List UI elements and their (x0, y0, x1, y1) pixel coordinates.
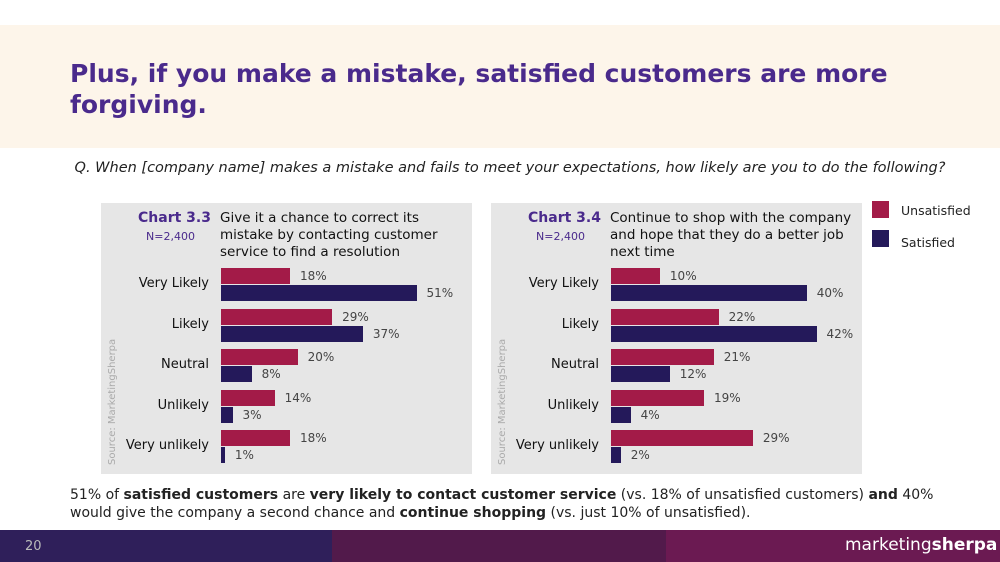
chart-panel: Chart 3.4 N=2,400 Continue to shop with th… (491, 203, 862, 474)
category-label: Neutral (161, 357, 209, 372)
footer-band (332, 530, 666, 562)
legend-label: Unsatisfied (901, 203, 971, 218)
bar (611, 406, 631, 423)
value-label: 42% (826, 326, 854, 341)
value-label: 40% (816, 286, 844, 300)
chart-label: Chart 3.3 (138, 210, 211, 226)
legend-label: Satisfied (901, 235, 955, 250)
value-label: 37% (372, 326, 400, 341)
summary-segment: very likely to contact customer service (309, 487, 617, 503)
legend-swatch (872, 230, 889, 247)
category-label: Neutral (551, 357, 599, 372)
value-label: 20% (307, 350, 335, 364)
category-label: Likely (561, 316, 599, 332)
summary: 51% of satisfied customers are very like… (70, 486, 950, 522)
category-label: Unlikely (547, 397, 599, 413)
bar (221, 406, 233, 423)
header-band (0, 25, 1000, 148)
bar (611, 447, 621, 463)
page-number: 20 (25, 539, 42, 554)
bar (221, 366, 252, 382)
brand-logo: marketingsherpa (845, 535, 997, 555)
summary-segment: 40% would give the company a second chan… (70, 487, 934, 521)
value-label: 2% (630, 448, 650, 462)
category-label: Unlikely (157, 397, 209, 413)
category-label: Very unlikely (125, 438, 209, 453)
bar (221, 268, 290, 284)
footer-band (0, 530, 332, 562)
value-label: 1% (234, 448, 254, 462)
bar (611, 430, 753, 446)
value-label: 29% (762, 431, 790, 445)
bar (221, 285, 417, 301)
sample-size: N=2,400 (536, 230, 585, 243)
value-label: 10% (669, 269, 697, 283)
bar (611, 349, 714, 365)
value-label: 3% (242, 407, 262, 422)
category-label: Very unlikely (515, 438, 599, 453)
value-label: 18% (300, 269, 327, 283)
summary-segment: and (868, 487, 898, 503)
bar (221, 325, 363, 342)
question: Q. When [company name] makes a mistake a… (74, 160, 946, 176)
chart-label: Chart 3.4 (528, 210, 601, 226)
value-label: 8% (261, 367, 281, 381)
value-label: 22% (728, 309, 756, 324)
bar (611, 389, 704, 406)
category-label: Very Likely (528, 276, 599, 291)
bar (611, 268, 660, 284)
value-label: 29% (342, 309, 369, 324)
value-label: 12% (679, 367, 707, 381)
category-label: Likely (171, 316, 209, 332)
value-label: 14% (284, 390, 312, 405)
value-label: 19% (713, 390, 741, 405)
summary-segment: (vs. just 10% of unsatisfied). (546, 505, 751, 521)
value-label: 18% (300, 431, 327, 445)
slide-title: Plus, if you make a mistake, satisfied c… (70, 59, 888, 119)
value-label: 4% (640, 407, 660, 422)
bar (221, 308, 333, 325)
value-label: 21% (723, 350, 751, 364)
value-label: 51% (426, 286, 454, 300)
sample-size: N=2,400 (146, 230, 195, 243)
chart-title: Give it a chance to correct its mistake … (220, 210, 438, 260)
bar (221, 389, 275, 406)
summary-segment: (vs. 18% of unsatisfied customers) (616, 487, 869, 503)
bar (611, 366, 670, 382)
legend-swatch (872, 201, 889, 218)
brand-bold: sherpa (931, 535, 998, 555)
summary-segment: 51% of (70, 487, 124, 503)
bar (221, 447, 225, 463)
chart-panel: Chart 3.3 N=2,400 Give it a chance to corr… (101, 203, 472, 474)
bar (611, 308, 719, 325)
bar (221, 349, 298, 365)
bar (221, 430, 290, 446)
chart-title: Continue to shop with the company and ho… (610, 210, 852, 260)
category-label: Very Likely (138, 276, 209, 291)
brand-light: marketing (845, 535, 932, 555)
summary-segment: satisfied customers (123, 487, 279, 503)
summary-segment: are (278, 487, 310, 503)
footer-band (666, 530, 1000, 562)
bar (611, 285, 807, 301)
summary-segment: continue shopping (399, 505, 547, 521)
bar (611, 325, 817, 342)
